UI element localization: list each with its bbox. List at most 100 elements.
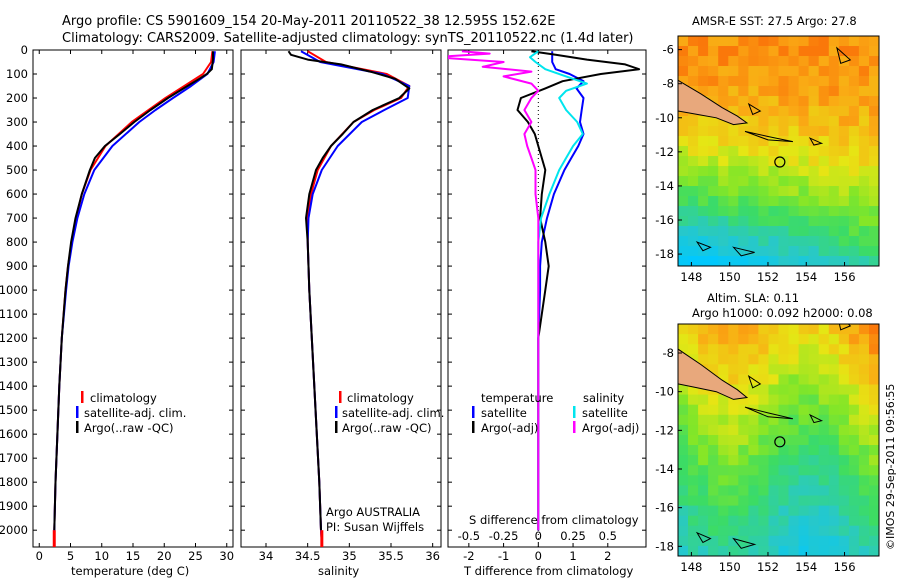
- sla-map-cell: [778, 374, 790, 386]
- sla-map-cell: [698, 424, 709, 436]
- sla-map-cell: [798, 354, 810, 365]
- sla-map-cell: [778, 485, 790, 497]
- salinity-series-2: [287, 50, 411, 531]
- sla-map-cell: [688, 505, 699, 517]
- sst-map-cell: [828, 86, 840, 97]
- sla-map-cell: [758, 495, 770, 507]
- sla-map-cell: [828, 465, 840, 476]
- sla-map-cell: [858, 364, 870, 375]
- sla-map-cell: [748, 545, 760, 556]
- sla-map-cell: [738, 445, 749, 456]
- sla-map-cell: [778, 324, 790, 335]
- sla-map-island: [695, 531, 712, 544]
- sla-map-cell: [869, 455, 879, 466]
- sst-map-cell: [778, 116, 790, 127]
- sst-map-cell: [818, 46, 830, 57]
- sla-map-cell: [728, 404, 739, 416]
- sst-map-cell: [778, 246, 790, 257]
- sla-map-cell: [818, 505, 830, 517]
- sst-map-cell: [738, 106, 749, 117]
- sst-map-cell: [778, 86, 790, 97]
- sla-map-cell: [808, 424, 820, 436]
- sla-map-cell: [758, 535, 770, 547]
- sla-map-cell: [788, 435, 800, 446]
- sla-map-cell: [858, 374, 870, 386]
- sst-map-cell: [788, 46, 800, 57]
- sla-map-cell: [818, 495, 830, 507]
- sla-map-cell: [738, 414, 749, 426]
- sst-map-cell: [808, 76, 820, 87]
- salinity-plot-frame: [240, 49, 442, 548]
- sst-map-cell: [858, 76, 870, 87]
- sst-map-cell: [768, 36, 780, 47]
- sst-map-cell: [748, 106, 760, 117]
- sla-map-cell: [869, 465, 879, 476]
- sst-map-cell: [708, 256, 719, 266]
- sla-map-cell: [698, 435, 709, 446]
- sla-map-cell: [768, 384, 780, 396]
- temperature-tick-label: 25: [188, 549, 203, 563]
- depth-tick-label: 1200: [0, 331, 28, 345]
- sst-map-cell: [788, 206, 800, 217]
- salinity-legend: climatology satellite-adj. clim. Argo(..…: [326, 391, 444, 534]
- sst-map-cell: [838, 66, 850, 77]
- sst-map-cell: [718, 66, 729, 77]
- sla-map-cell: [858, 414, 870, 426]
- sst-map-cell: [698, 46, 709, 57]
- sla-map-cell: [698, 394, 709, 406]
- sst-map-cell: [748, 86, 760, 97]
- sla-map-cell: [778, 354, 790, 365]
- sst-map-cell: [768, 176, 780, 187]
- sst-map-cell: [808, 186, 820, 197]
- sla-map-lat-label: -8: [663, 346, 674, 360]
- sla-map-cell: [708, 455, 719, 466]
- sla-map-cell: [828, 394, 840, 406]
- sla-map-cell: [808, 404, 820, 416]
- sla-map-cell: [708, 475, 719, 486]
- sla-map-cell: [788, 545, 800, 556]
- sla-map-cell: [778, 424, 790, 436]
- sla-map-cell: [808, 455, 820, 466]
- sst-map-cell: [858, 206, 870, 217]
- sst-map-cell: [708, 156, 719, 167]
- sla-map-cell: [788, 404, 800, 416]
- sst-map-cell: [858, 136, 870, 147]
- depth-tick-label: 2000: [0, 523, 28, 537]
- sst-map-cell: [748, 146, 760, 157]
- sla-map-cell: [758, 374, 770, 386]
- sst-map-cell: [798, 176, 810, 187]
- sla-map-cell: [718, 545, 729, 556]
- sst-map-cell: [869, 186, 879, 197]
- sst-map-cell: [828, 66, 840, 77]
- sla-map-cell: [738, 354, 749, 365]
- sla-map-cell: [768, 435, 780, 446]
- sla-map-cell: [848, 324, 860, 335]
- depth-tick-label: 200: [6, 91, 28, 105]
- sst-map-cell: [738, 156, 749, 167]
- sla-map-cell: [808, 374, 820, 386]
- sla-map-cell: [848, 394, 860, 406]
- legend-swatch-s-argo: [573, 421, 576, 433]
- sla-map-cell: [678, 515, 689, 527]
- sst-map-cell: [768, 206, 780, 217]
- sst-map-cell: [748, 136, 760, 147]
- sst-map-cell: [798, 226, 810, 237]
- sla-map-cell: [778, 455, 790, 466]
- sst-map-cell: [718, 116, 729, 127]
- sla-map-cell: [708, 445, 719, 456]
- sst-map-cell: [688, 46, 699, 57]
- sst-map-cell: [808, 36, 820, 47]
- sla-map-cell: [748, 435, 760, 446]
- sla-map-lon-label: 150: [719, 560, 741, 574]
- sst-map-cell: [758, 156, 770, 167]
- sla-map-cell: [838, 404, 850, 416]
- difference-legend: temperature satellite Argo(-adj) salinit…: [472, 391, 639, 435]
- sla-map-cell: [869, 535, 879, 547]
- sst-map-cell: [838, 206, 850, 217]
- sla-map-cell: [869, 334, 879, 345]
- sst-map-cell: [798, 126, 810, 137]
- sla-map-cell: [818, 384, 830, 396]
- sst-map-cell: [758, 146, 770, 157]
- sla-map-cell: [788, 445, 800, 456]
- sla-map-cell: [828, 435, 840, 446]
